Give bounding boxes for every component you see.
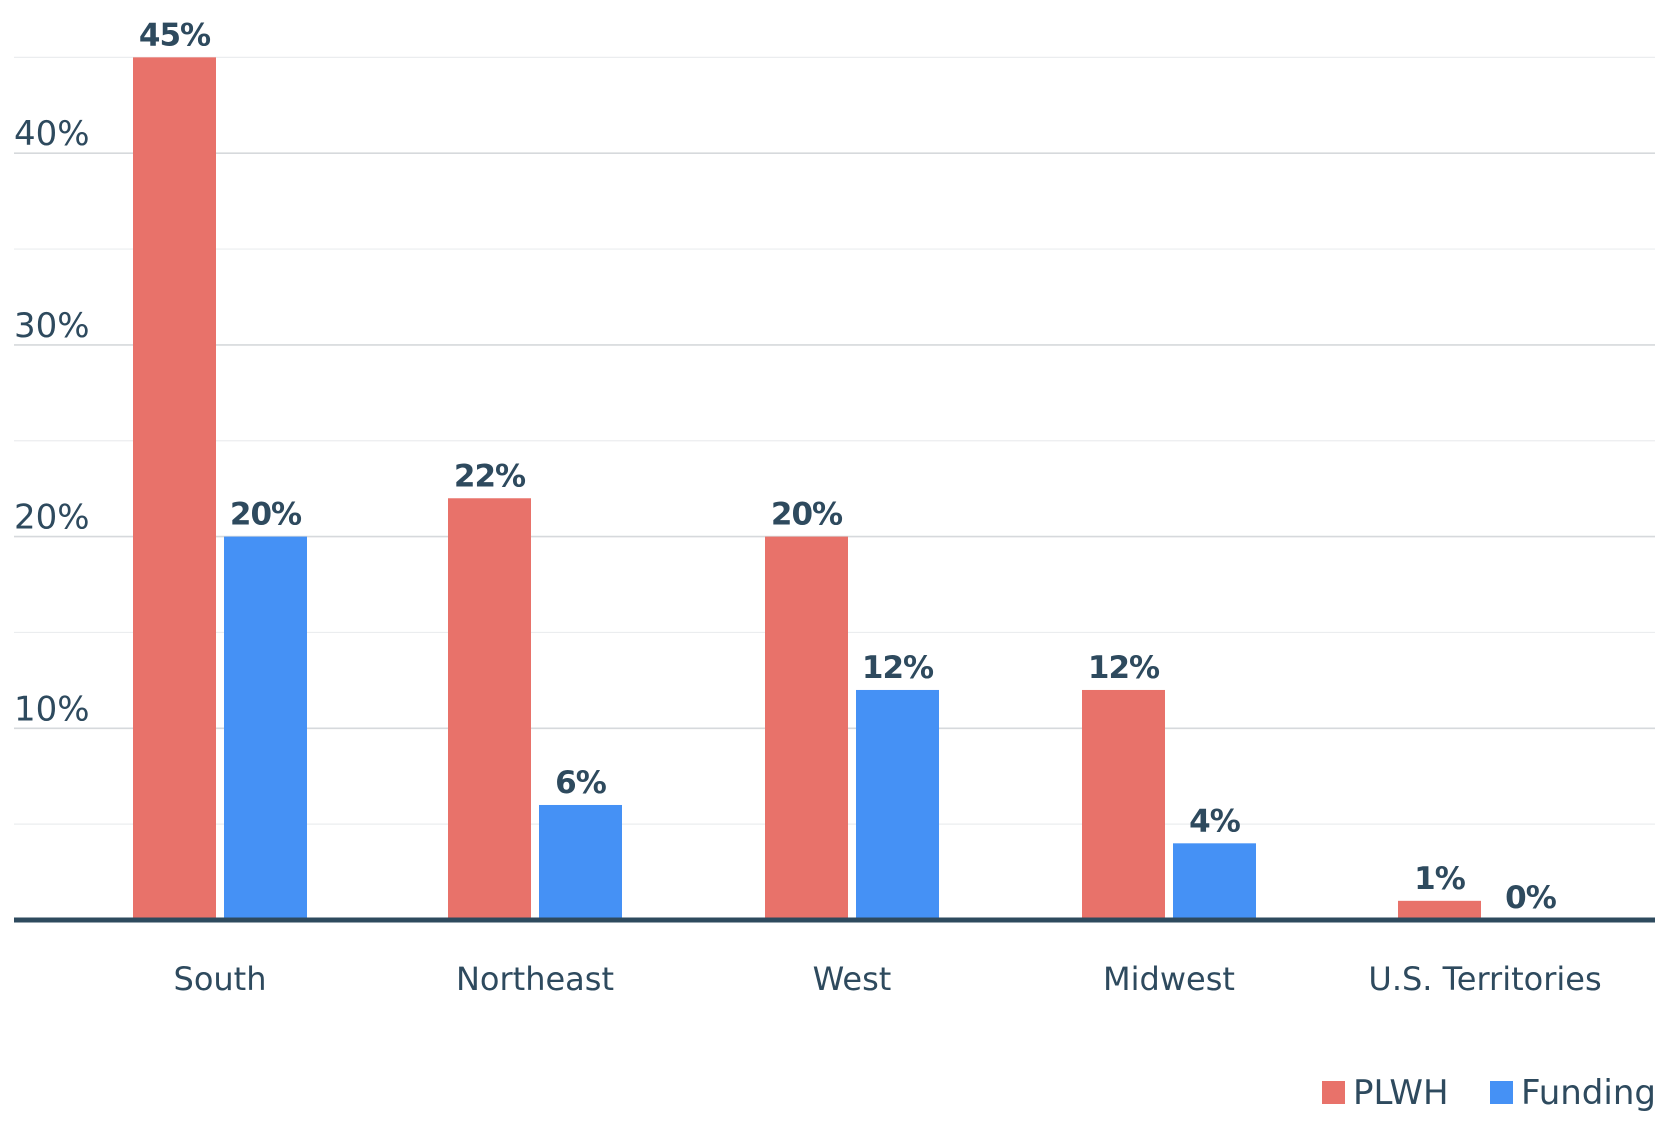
data-label: 1% [1414,861,1466,897]
bar-plwh-south [133,57,216,921]
legend-swatch [1490,1081,1513,1104]
legend: PLWH Funding [1322,1073,1656,1113]
y-tick-label: 40% [14,114,90,154]
data-label: 12% [1088,650,1160,686]
data-labels: 45% 20% 22% 6% 20% 12% 12% 4% 1% 0% [139,17,1558,916]
data-label: 22% [454,458,526,494]
bar-funding-west [856,689,939,920]
x-tick-label: Midwest [1103,960,1235,998]
bar-plwh-northeast [448,498,531,920]
data-label: 12% [862,650,934,686]
x-tick-label: U.S. Territories [1368,960,1601,998]
bar-plwh-midwest [1082,689,1165,920]
bar-plwh-west [765,536,848,920]
legend-item-funding: Funding [1490,1073,1656,1113]
bar-plwh-u-s-territories [1398,900,1481,920]
legend-item-plwh: PLWH [1322,1073,1449,1113]
bar-funding-northeast [539,804,622,920]
bars [133,57,1481,921]
data-label: 4% [1189,803,1241,839]
data-label: 20% [771,497,843,533]
legend-swatch [1322,1081,1345,1104]
y-tick-label: 10% [14,689,90,729]
x-tick-label: Northeast [456,960,614,998]
legend-label: PLWH [1353,1073,1449,1113]
x-axis: South Northeast West Midwest U.S. Territorie… [174,960,1602,998]
data-label: 20% [230,497,302,533]
data-label: 6% [555,765,607,801]
data-label: 45% [139,17,211,53]
y-axis: 10% 20% 30% 40% [14,114,90,729]
y-tick-label: 30% [14,306,90,346]
legend-label: Funding [1521,1073,1656,1113]
bar-funding-south [224,536,307,920]
y-tick-label: 20% [14,498,90,538]
x-tick-label: South [174,960,267,998]
bar-funding-midwest [1173,843,1256,920]
x-tick-label: West [813,960,892,998]
data-label: 0% [1505,880,1557,916]
